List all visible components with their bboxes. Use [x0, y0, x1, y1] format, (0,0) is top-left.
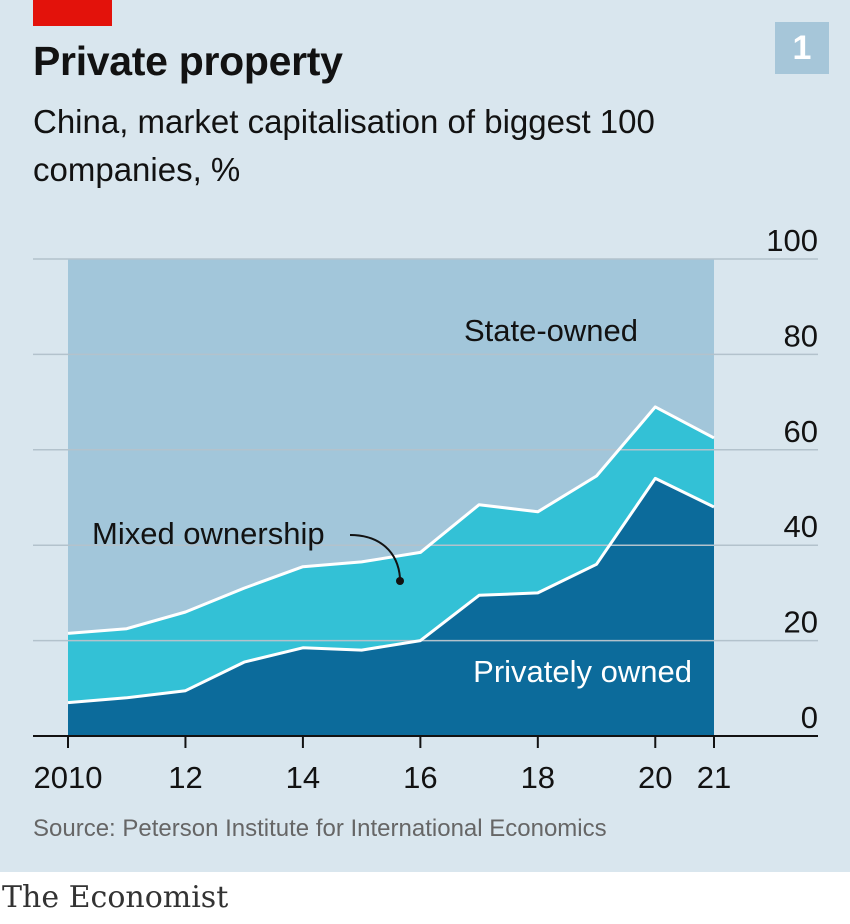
- y-tick-label: 20: [784, 605, 818, 640]
- annotations: State-owned Mixed ownership Privately owne…: [92, 313, 692, 689]
- y-tick-label: 80: [784, 318, 818, 353]
- area-state-owned: [68, 259, 714, 634]
- series-areas: [68, 259, 714, 736]
- boundary-mixed-ownership: [67, 405, 715, 635]
- y-tick-label: 40: [784, 509, 818, 544]
- stacked-area-chart: 2010 12 14 16 18 20 21 0 20 40 60 80 100 State-owned…: [33, 223, 818, 795]
- x-tick-label: 14: [286, 760, 320, 795]
- y-tick-label: 0: [801, 700, 818, 735]
- x-tick-label: 20: [638, 760, 672, 795]
- chart-number-badge: 1: [775, 22, 829, 74]
- x-tick-label: 2010: [34, 760, 103, 795]
- chart-title: Private property: [33, 38, 343, 84]
- label-state-owned: State-owned: [464, 313, 638, 348]
- x-tick-label: 12: [168, 760, 202, 795]
- chart-subtitle: China, market capitalisation of biggest …: [33, 103, 655, 188]
- y-tick-label: 60: [784, 414, 818, 449]
- source-note: Source: Peterson Institute for Internati…: [33, 815, 607, 842]
- area-mixed-ownership: [68, 406, 714, 703]
- boundary-privately-owned: [67, 476, 715, 705]
- gridlines: [33, 258, 818, 642]
- series-boundaries: [67, 405, 715, 705]
- publication-logo: The Economist: [2, 880, 229, 915]
- label-mixed-ownership: Mixed ownership: [92, 516, 325, 551]
- y-tick-label: 100: [766, 223, 818, 258]
- x-tick-label: 16: [403, 760, 437, 795]
- label-privately-owned: Privately owned: [473, 654, 692, 689]
- area-privately-owned: [68, 478, 714, 736]
- axes: 2010 12 14 16 18 20 21 0 20 40 60 80 100: [33, 223, 818, 795]
- brand-red-tag: [33, 0, 112, 26]
- x-tick-label: 18: [521, 760, 555, 795]
- mixed-ownership-pointer-dot: [396, 577, 404, 585]
- mixed-ownership-pointer: [349, 534, 401, 579]
- x-tick-label: 21: [697, 760, 731, 795]
